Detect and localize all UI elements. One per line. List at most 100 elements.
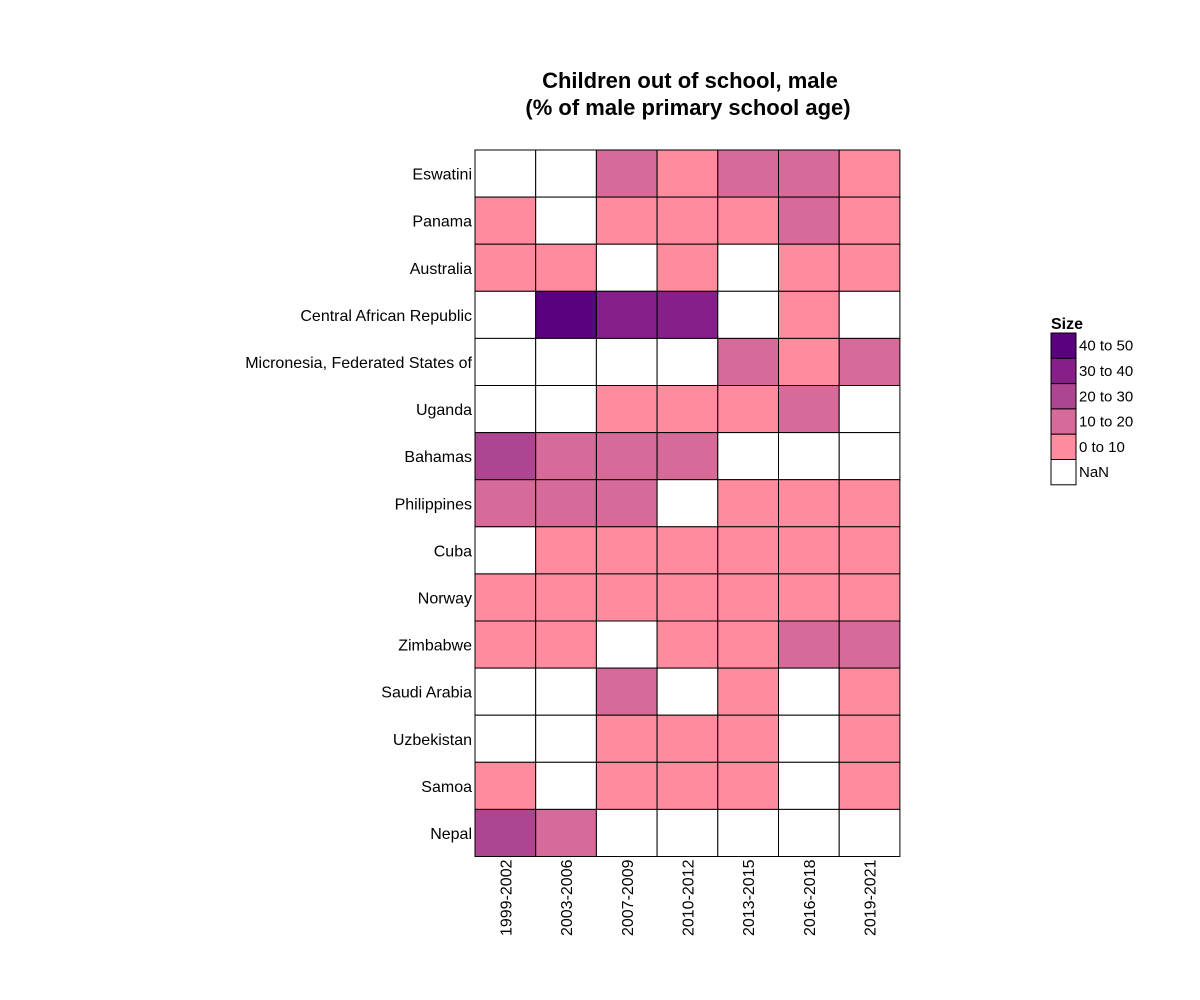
heatmap-cell-uzbekistan-2019-2021 — [838, 714, 901, 763]
legend-label-nan: NaN — [1079, 464, 1109, 481]
heatmap-cell-samoa-2007-2009 — [595, 761, 658, 810]
legend-label-10-to-20: 10 to 20 — [1079, 414, 1133, 431]
heatmap-cell-panama-2007-2009 — [595, 196, 658, 245]
heatmap-cell-eswatini-2007-2009 — [595, 149, 658, 198]
heatmap-cell-micronesia-federated-states-of-2013-2015 — [717, 337, 779, 386]
heatmap-cells — [474, 149, 901, 858]
heatmap-cell-norway-2016-2018 — [778, 573, 840, 622]
heatmap-cell-eswatini-2013-2015 — [717, 149, 779, 198]
x-axis-labels: 1999-2002 2003-2006 2007-2009 2010-2012 2013… — [498, 859, 879, 936]
heatmap-cell-eswatini-2016-2018 — [778, 149, 840, 198]
heatmap-cell-saudi-arabia-2007-2009 — [595, 667, 658, 716]
heatmap-cell-central-african-republic-2010-2012 — [656, 290, 719, 339]
heatmap-cell-panama-2010-2012 — [656, 196, 719, 245]
legend-label-0-to-10: 0 to 10 — [1079, 439, 1125, 456]
y-axis-labels: Eswatini Panama Australia Central African R… — [245, 167, 472, 843]
heatmap-cell-nepal-2003-2006 — [535, 808, 597, 858]
y-tick-label-norway: Norway — [418, 591, 472, 608]
heatmap-cell-zimbabwe-2003-2006 — [535, 620, 597, 669]
heatmap-cell-bahamas-2016-2018 — [778, 432, 840, 481]
heatmap-cell-eswatini-1999-2002 — [474, 149, 537, 198]
heatmap-cell-bahamas-2007-2009 — [595, 432, 658, 481]
heatmap-cell-bahamas-2003-2006 — [535, 432, 597, 481]
x-tick-label-1999-2002: 1999-2002 — [498, 859, 515, 936]
y-tick-label-panama: Panama — [412, 214, 472, 231]
legend: Size 40 to 50 30 to 40 20 to 30 10 to 20 0 t… — [1050, 316, 1133, 486]
heatmap-cell-cuba-2010-2012 — [656, 526, 719, 575]
heatmap-cell-zimbabwe-2007-2009 — [595, 620, 658, 669]
heatmap-cell-norway-2013-2015 — [717, 573, 779, 622]
legend-swatch-20-to-30 — [1050, 383, 1077, 410]
heatmap-cell-zimbabwe-2016-2018 — [778, 620, 840, 669]
heatmap-cell-eswatini-2010-2012 — [656, 149, 719, 198]
heatmap-cell-norway-2010-2012 — [656, 573, 719, 622]
heatmap-cell-micronesia-federated-states-of-2016-2018 — [778, 337, 840, 386]
legend-label-20-to-30: 20 to 30 — [1079, 388, 1133, 405]
heatmap-cell-uganda-2013-2015 — [717, 385, 779, 434]
legend-swatch-30-to-40 — [1050, 357, 1077, 385]
heatmap-cell-central-african-republic-2013-2015 — [717, 290, 779, 339]
x-tick-label-2013-2015: 2013-2015 — [741, 859, 758, 936]
heatmap-cell-uganda-2010-2012 — [656, 385, 719, 434]
heatmap-cell-saudi-arabia-2016-2018 — [778, 667, 840, 716]
heatmap-cell-norway-2007-2009 — [595, 573, 658, 622]
x-tick-label-2007-2009: 2007-2009 — [620, 859, 637, 936]
heatmap-cell-australia-2019-2021 — [838, 243, 901, 292]
heatmap-cell-cuba-2013-2015 — [717, 526, 779, 575]
y-tick-label-zimbabwe: Zimbabwe — [398, 638, 472, 655]
heatmap-cell-australia-2003-2006 — [535, 243, 597, 292]
heatmap-cell-uzbekistan-2013-2015 — [717, 714, 779, 763]
heatmap-cell-saudi-arabia-2010-2012 — [656, 667, 719, 716]
heatmap-cell-australia-2010-2012 — [656, 243, 719, 292]
y-tick-label-central-african-republic: Central African Republic — [300, 308, 472, 325]
heatmap-cell-nepal-2007-2009 — [595, 808, 658, 858]
heatmap-cell-norway-1999-2002 — [474, 573, 537, 622]
heatmap-cell-central-african-republic-2007-2009 — [595, 290, 658, 339]
heatmap-cell-uganda-2016-2018 — [778, 385, 840, 434]
heatmap-cell-saudi-arabia-2019-2021 — [838, 667, 901, 716]
y-tick-label-nepal: Nepal — [430, 826, 472, 843]
heatmap-cell-samoa-1999-2002 — [474, 761, 537, 810]
heatmap-cell-panama-2019-2021 — [838, 196, 901, 245]
heatmap-cell-eswatini-2019-2021 — [838, 149, 901, 198]
heatmap-cell-philippines-2007-2009 — [595, 479, 658, 528]
heatmap-cell-zimbabwe-2010-2012 — [656, 620, 719, 669]
y-tick-label-philippines: Philippines — [395, 496, 472, 513]
heatmap-cell-cuba-2016-2018 — [778, 526, 840, 575]
heatmap-cell-panama-2016-2018 — [778, 196, 840, 245]
heatmap-cell-bahamas-1999-2002 — [474, 432, 537, 481]
heatmap-cell-uzbekistan-1999-2002 — [474, 714, 537, 763]
y-tick-label-micronesia-federated-states-of: Micronesia, Federated States of — [245, 355, 472, 372]
heatmap-cell-eswatini-2003-2006 — [535, 149, 597, 198]
heatmap-cell-samoa-2016-2018 — [778, 761, 840, 810]
heatmap-cell-uganda-2007-2009 — [595, 385, 658, 434]
heatmap-cell-philippines-2010-2012 — [656, 479, 719, 528]
heatmap-cell-cuba-2019-2021 — [838, 526, 901, 575]
heatmap-cell-saudi-arabia-1999-2002 — [474, 667, 537, 716]
heatmap-cell-uganda-1999-2002 — [474, 385, 537, 434]
heatmap-cell-philippines-2013-2015 — [717, 479, 779, 528]
heatmap-cell-nepal-1999-2002 — [474, 808, 537, 858]
heatmap-cell-bahamas-2013-2015 — [717, 432, 779, 481]
y-tick-label-australia: Australia — [410, 261, 472, 278]
heatmap-cell-samoa-2019-2021 — [838, 761, 901, 810]
chart-title-line-2: (% of male primary school age) — [525, 95, 850, 120]
heatmap-cell-australia-2016-2018 — [778, 243, 840, 292]
y-tick-label-cuba: Cuba — [434, 543, 472, 560]
x-tick-label-2010-2012: 2010-2012 — [681, 859, 698, 936]
y-tick-label-eswatini: Eswatini — [412, 167, 472, 184]
heatmap-cell-micronesia-federated-states-of-2003-2006 — [535, 337, 597, 386]
heatmap-cell-norway-2003-2006 — [535, 573, 597, 622]
chart-title-line-1: Children out of school, male — [542, 68, 838, 93]
heatmap-cell-bahamas-2019-2021 — [838, 432, 901, 481]
heatmap-cell-samoa-2003-2006 — [535, 761, 597, 810]
heatmap-cell-uzbekistan-2007-2009 — [595, 714, 658, 763]
x-tick-label-2016-2018: 2016-2018 — [802, 859, 819, 936]
heatmap-cell-norway-2019-2021 — [838, 573, 901, 622]
legend-swatch-40-to-50 — [1050, 332, 1077, 359]
legend-swatch-0-to-10 — [1050, 433, 1077, 461]
heatmap-cell-panama-1999-2002 — [474, 196, 537, 245]
heatmap-cell-micronesia-federated-states-of-2010-2012 — [656, 337, 719, 386]
x-tick-label-2019-2021: 2019-2021 — [863, 859, 880, 936]
